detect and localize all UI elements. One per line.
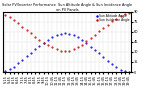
Sun Altitude Angle <box>56 35 57 36</box>
Sun Incidence Angle <box>120 15 121 17</box>
Sun Altitude Angle <box>115 67 117 68</box>
Sun Altitude Angle <box>81 39 83 41</box>
Sun Altitude Angle <box>103 57 104 58</box>
Sun Altitude Angle <box>90 46 92 47</box>
Sun Altitude Angle <box>21 59 23 61</box>
Sun Altitude Angle <box>39 45 40 47</box>
Sun Altitude Angle <box>111 63 113 65</box>
Sun Altitude Angle <box>107 60 109 61</box>
Sun Incidence Angle <box>30 33 32 34</box>
Sun Incidence Angle <box>60 50 62 51</box>
Sun Altitude Angle <box>26 55 28 57</box>
Sun Altitude Angle <box>9 69 11 70</box>
Sun Altitude Angle <box>77 37 79 38</box>
Sun Incidence Angle <box>34 36 36 37</box>
Sun Altitude Angle <box>13 66 15 67</box>
Sun Incidence Angle <box>17 23 19 24</box>
Sun Incidence Angle <box>39 39 40 41</box>
Sun Incidence Angle <box>98 31 100 32</box>
Sun Altitude Angle <box>128 71 130 73</box>
Sun Incidence Angle <box>26 29 28 31</box>
Sun Altitude Angle <box>120 69 121 71</box>
Sun Incidence Angle <box>77 47 79 48</box>
Sun Incidence Angle <box>111 21 113 22</box>
Sun Incidence Angle <box>13 19 15 21</box>
Line: Sun Altitude Angle: Sun Altitude Angle <box>5 33 130 73</box>
Sun Incidence Angle <box>64 51 66 52</box>
Title: Solar PV/Inverter Performance  Sun Altitude Angle & Sun Incidence Angle on PV Pa: Solar PV/Inverter Performance Sun Altitu… <box>2 3 132 12</box>
Sun Incidence Angle <box>68 50 70 51</box>
Sun Incidence Angle <box>85 41 87 42</box>
Sun Incidence Angle <box>107 24 109 25</box>
Legend: Sun Altitude Angle, Sun Incidence Angle: Sun Altitude Angle, Sun Incidence Angle <box>96 14 130 22</box>
Sun Altitude Angle <box>124 71 126 72</box>
Sun Incidence Angle <box>56 49 57 50</box>
Sun Altitude Angle <box>85 43 87 44</box>
Sun Altitude Angle <box>64 33 66 34</box>
Sun Altitude Angle <box>43 42 45 43</box>
Sun Altitude Angle <box>34 49 36 50</box>
Sun Incidence Angle <box>4 15 6 16</box>
Sun Incidence Angle <box>51 47 53 48</box>
Sun Altitude Angle <box>68 33 70 35</box>
Sun Altitude Angle <box>98 53 100 54</box>
Sun Incidence Angle <box>128 12 130 13</box>
Sun Incidence Angle <box>94 34 96 35</box>
Sun Altitude Angle <box>60 33 62 35</box>
Sun Altitude Angle <box>47 39 49 41</box>
Sun Incidence Angle <box>124 13 126 15</box>
Sun Incidence Angle <box>90 37 92 39</box>
Sun Incidence Angle <box>103 27 104 29</box>
Sun Incidence Angle <box>47 45 49 46</box>
Sun Incidence Angle <box>21 26 23 27</box>
Line: Sun Incidence Angle: Sun Incidence Angle <box>5 12 130 52</box>
Sun Incidence Angle <box>43 42 45 43</box>
Sun Incidence Angle <box>73 49 75 50</box>
Sun Altitude Angle <box>73 35 75 36</box>
Sun Altitude Angle <box>30 52 32 53</box>
Sun Incidence Angle <box>115 18 117 19</box>
Sun Altitude Angle <box>17 63 19 64</box>
Sun Altitude Angle <box>94 49 96 51</box>
Sun Altitude Angle <box>51 37 53 38</box>
Sun Altitude Angle <box>4 70 6 71</box>
Sun Incidence Angle <box>81 44 83 45</box>
Sun Incidence Angle <box>9 17 11 18</box>
